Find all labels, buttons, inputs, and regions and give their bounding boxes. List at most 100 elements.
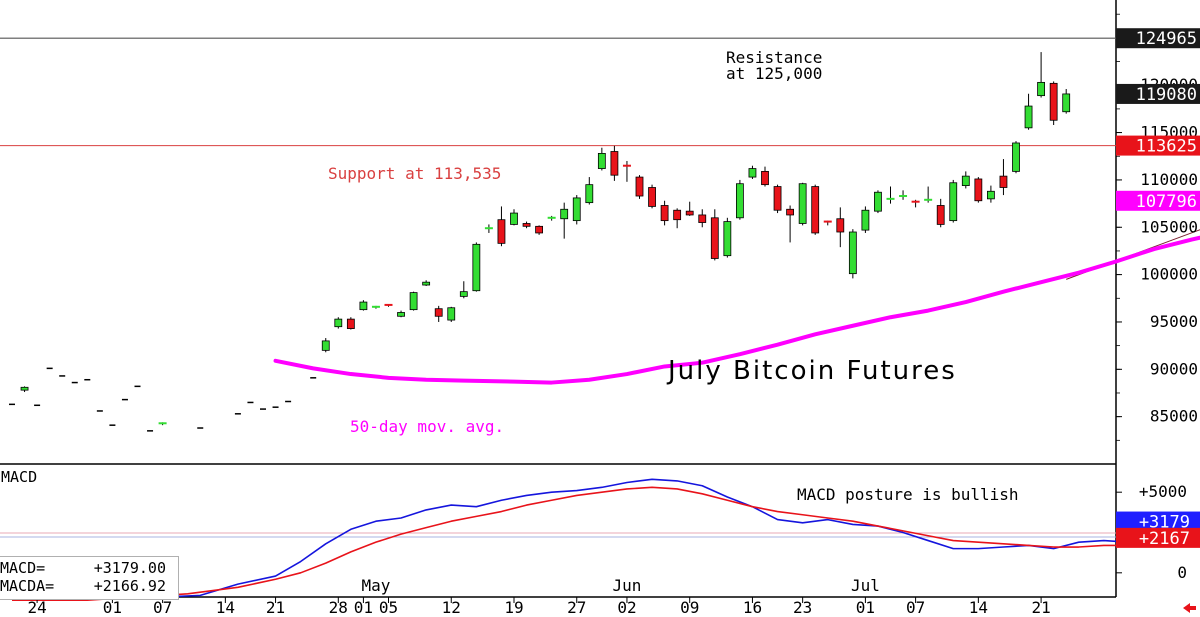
candle — [660, 200, 669, 226]
candle-body — [1049, 82, 1058, 121]
candle — [886, 186, 895, 204]
candle — [773, 184, 782, 214]
candle — [1024, 93, 1033, 130]
candle — [836, 207, 845, 248]
candle — [572, 195, 581, 225]
candle — [987, 185, 995, 203]
macda-legend-row: MACDA= +2166.92 — [0, 577, 178, 595]
candle — [334, 317, 343, 329]
candle — [397, 310, 405, 318]
candle — [861, 206, 870, 233]
candle-body — [848, 231, 857, 275]
price-tick-label: 110000 — [1140, 170, 1198, 189]
candle — [610, 145, 619, 181]
candle — [472, 242, 481, 292]
candle — [635, 175, 644, 199]
candle — [648, 184, 656, 209]
date-tick-label: 21 — [266, 598, 285, 617]
candle-body — [685, 210, 694, 216]
candle-body — [723, 221, 732, 257]
candle-body — [610, 151, 619, 176]
candle — [823, 220, 832, 226]
candle — [761, 166, 769, 187]
candle-body — [447, 307, 456, 321]
candle — [798, 182, 807, 226]
macd-legend-value: +3179.00 — [93, 559, 166, 577]
price-tag-bg — [1116, 135, 1200, 156]
macd-legend-row: MACD= +3179.00 — [0, 559, 178, 577]
candle-body — [334, 318, 343, 328]
date-tick-label: 01 — [856, 598, 875, 617]
date-tick-label: 07 — [906, 598, 925, 617]
candle-body — [422, 281, 431, 286]
date-tick-label: 05 — [379, 598, 398, 617]
date-tick-label: 09 — [680, 598, 699, 617]
candle — [346, 317, 355, 330]
candle — [497, 206, 506, 247]
candle — [409, 291, 418, 311]
candle — [560, 202, 569, 239]
candle — [999, 159, 1008, 196]
candle-body — [560, 208, 569, 220]
candle-body — [836, 218, 845, 233]
candle-body — [987, 190, 995, 200]
candle-body — [786, 208, 794, 216]
candle-body — [861, 209, 870, 231]
macda-legend-value: +2166.92 — [93, 577, 166, 595]
candle — [949, 179, 958, 223]
candle — [535, 225, 543, 235]
month-label: Jul — [851, 576, 880, 595]
candle-body — [1062, 93, 1071, 113]
macd-legend-name: MACD= — [0, 559, 46, 577]
candle — [736, 179, 744, 220]
date-tick-label: 01 — [103, 598, 122, 617]
candle-body — [522, 223, 531, 227]
candle — [710, 209, 719, 261]
candle — [1062, 89, 1071, 114]
candle-body — [1012, 142, 1020, 172]
date-tick-label: 27 — [567, 598, 586, 617]
candle — [522, 221, 531, 229]
candle — [673, 208, 682, 229]
candle-body — [1037, 81, 1045, 97]
date-tick-label: 01 — [354, 598, 373, 617]
macd-legend: MACD= +3179.00 MACDA= +2166.92 — [0, 556, 179, 600]
scroll-left-arrow-icon[interactable] — [1183, 603, 1196, 613]
date-tick-label: 14 — [216, 598, 235, 617]
month-label: Jun — [612, 576, 641, 595]
price-tag-label: 124965 — [1136, 29, 1197, 49]
candle — [585, 177, 594, 205]
candle — [547, 215, 556, 221]
price-tick-label: 95000 — [1150, 312, 1198, 331]
candle-body — [811, 186, 820, 234]
candle — [597, 147, 606, 171]
candle — [20, 386, 29, 393]
chart-title: July Bitcoin Futures — [666, 356, 957, 386]
date-tick-label: 23 — [793, 598, 812, 617]
candle-body — [736, 183, 744, 219]
candle-body — [961, 175, 970, 187]
candle-body — [1024, 105, 1033, 129]
candle-body — [999, 175, 1008, 188]
macda-line — [12, 486, 1200, 602]
price-tag-label: 119080 — [1136, 85, 1197, 105]
candle — [434, 305, 443, 322]
candle-body — [459, 291, 468, 297]
macd-tick-label: +5000 — [1139, 482, 1187, 501]
candle-body — [597, 153, 606, 169]
candle-body — [346, 318, 355, 329]
candle-body — [510, 212, 518, 225]
date-tick-label: 24 — [27, 598, 46, 617]
support-label: Support at 113,535 — [328, 164, 501, 183]
candle — [422, 280, 431, 286]
candle — [961, 171, 970, 189]
macd-annotation: MACD posture is bullish — [797, 485, 1019, 504]
candle — [974, 177, 983, 203]
macd-tag-label: +2167 — [1139, 529, 1190, 549]
macda-legend-name: MACDA= — [0, 577, 55, 595]
candle — [848, 229, 857, 279]
candle-body — [698, 214, 707, 223]
candle-body — [936, 205, 945, 225]
candle — [459, 281, 468, 299]
candle — [685, 201, 694, 216]
